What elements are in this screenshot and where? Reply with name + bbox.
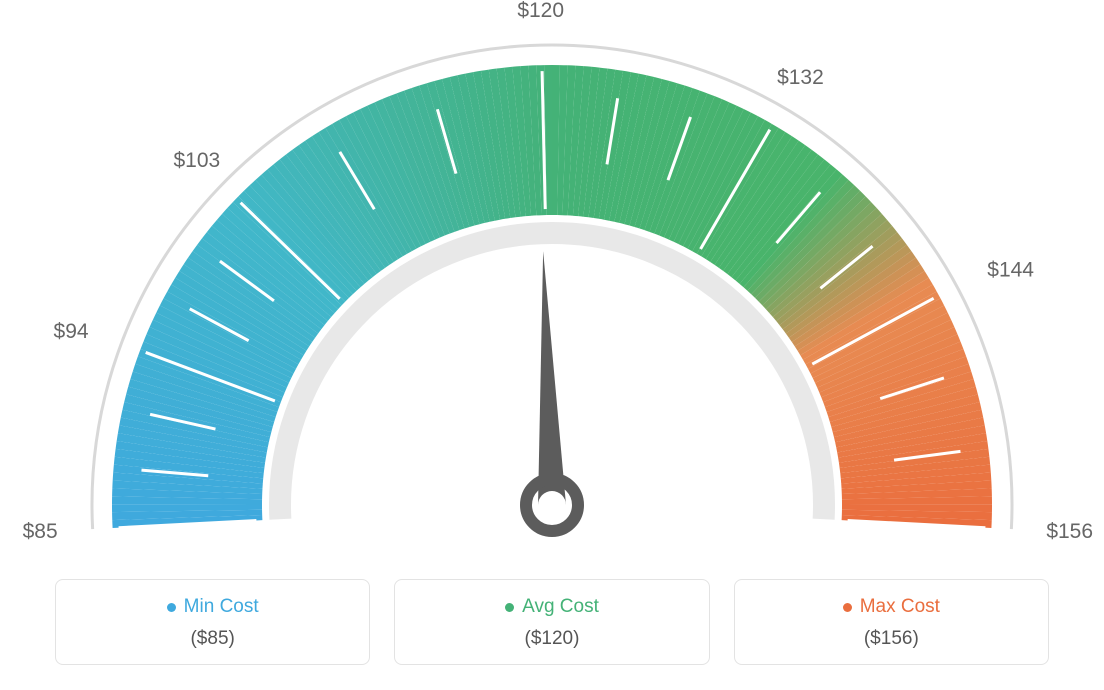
legend-dot-min bbox=[167, 603, 176, 612]
legend-card-avg: Avg Cost ($120) bbox=[394, 579, 709, 665]
legend-card-max: Max Cost ($156) bbox=[734, 579, 1049, 665]
gauge-tick-label: $156 bbox=[1046, 520, 1093, 543]
gauge-tick-label: $85 bbox=[23, 520, 58, 543]
legend-row: Min Cost ($85) Avg Cost ($120) Max Cost … bbox=[55, 579, 1049, 665]
gauge-tick-label: $94 bbox=[54, 320, 89, 343]
legend-label-avg: Avg Cost bbox=[522, 596, 599, 618]
gauge-tick-label: $103 bbox=[173, 149, 220, 172]
legend-title-min: Min Cost bbox=[167, 596, 259, 618]
legend-title-max: Max Cost bbox=[843, 596, 940, 618]
legend-dot-max bbox=[843, 603, 852, 612]
legend-dot-avg bbox=[505, 603, 514, 612]
legend-label-max: Max Cost bbox=[860, 596, 940, 618]
gauge-chart: $85 $94 $103 $120 $132 $144 $156 bbox=[0, 0, 1104, 560]
legend-title-avg: Avg Cost bbox=[505, 596, 599, 618]
legend-value-min: ($85) bbox=[66, 628, 359, 650]
gauge-tick-label: $120 bbox=[517, 0, 564, 22]
legend-value-avg: ($120) bbox=[405, 628, 698, 650]
gauge-needle bbox=[538, 251, 566, 505]
gauge-tick-label: $144 bbox=[987, 258, 1034, 281]
legend-label-min: Min Cost bbox=[184, 596, 259, 618]
cost-gauge-container: $85 $94 $103 $120 $132 $144 $156 Min Cost ($85… bbox=[0, 0, 1104, 690]
legend-card-min: Min Cost ($85) bbox=[55, 579, 370, 665]
legend-value-max: ($156) bbox=[745, 628, 1038, 650]
gauge-needle-hub-inner bbox=[538, 491, 566, 519]
gauge-tick-label: $132 bbox=[777, 66, 824, 89]
